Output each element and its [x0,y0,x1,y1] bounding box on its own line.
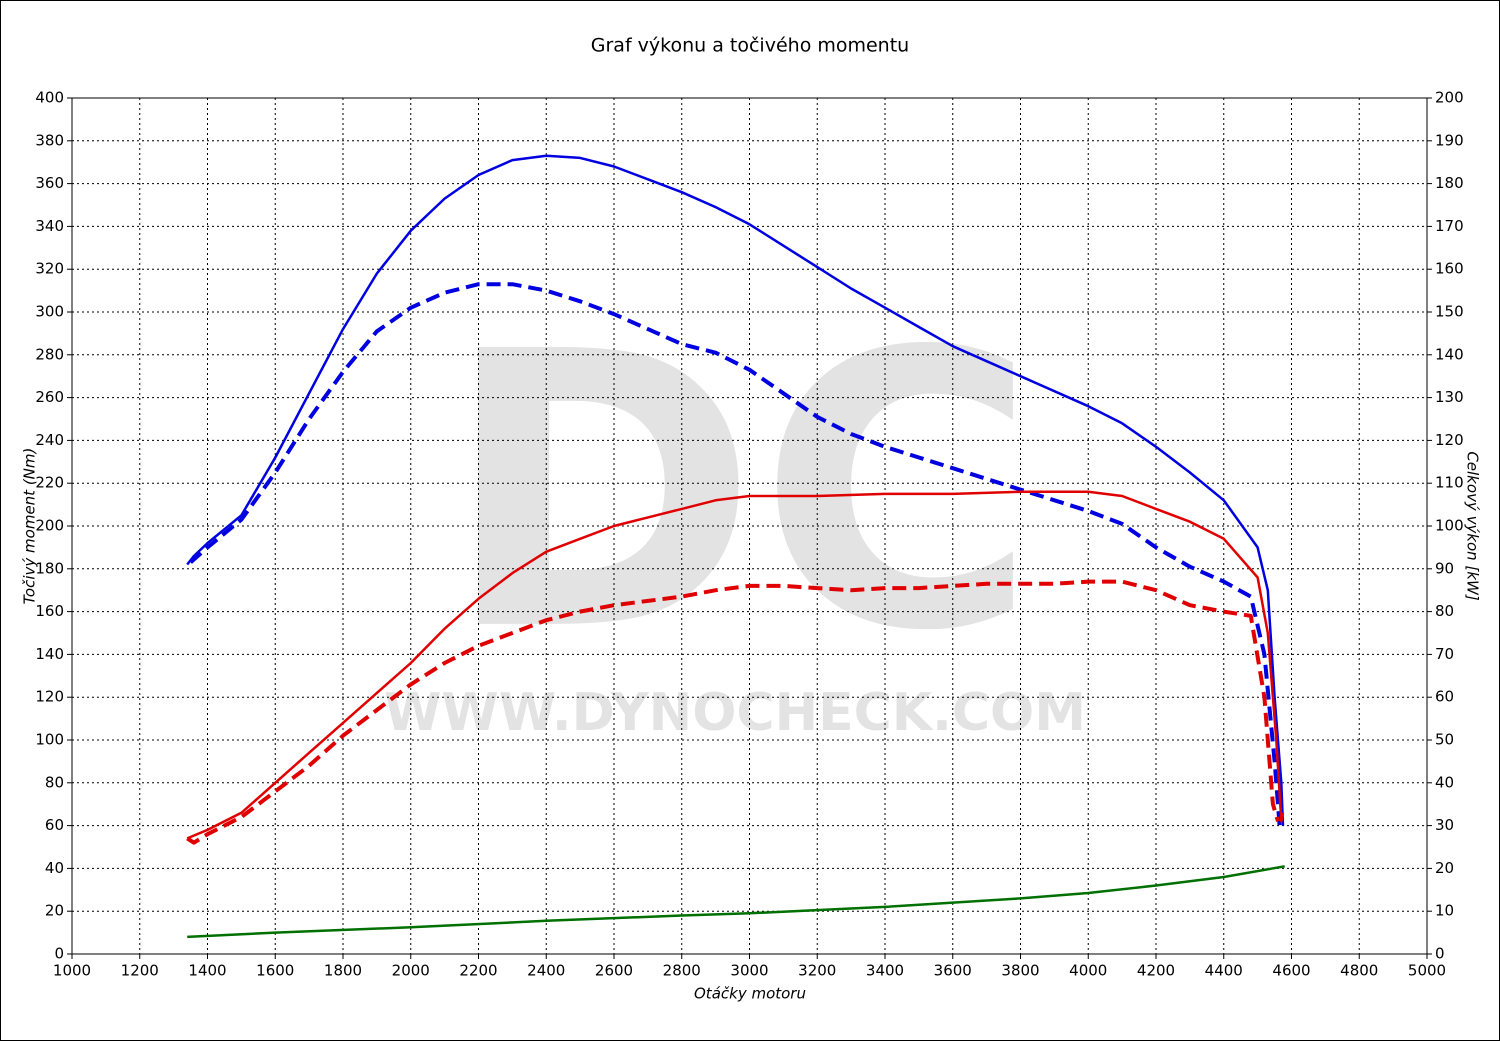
watermark-url: WWW.DYNOCHECK.COM [384,683,1086,743]
x-tick-label: 1600 [256,962,294,980]
y2-tick-label: 10 [1435,902,1454,920]
y-tick-label: 100 [35,731,64,749]
series-line [186,579,1280,845]
y-tick-label: 180 [35,559,64,577]
y-axis-label: Točivý moment (Nm) [21,448,39,605]
y-tick-label: 40 [45,859,64,877]
x-tick-label: 3600 [934,962,972,980]
y2-tick-label: 20 [1435,859,1454,877]
y2-tick-label: 60 [1435,688,1454,706]
x-tick-label: 4600 [1272,962,1310,980]
y-tick-label: 60 [45,816,64,834]
y-tick-label: 120 [35,688,64,706]
y2-tick-label: 170 [1435,217,1464,235]
y2-tick-label: 190 [1435,131,1464,149]
series-line [186,154,1285,826]
y2-tick-label: 0 [1435,945,1445,963]
x-tick-label: 4800 [1340,962,1378,980]
x-tick-label: 4000 [1069,962,1107,980]
y-tick-label: 80 [45,773,64,791]
x-tick-label: 2800 [663,962,701,980]
y2-tick-label: 130 [1435,388,1464,406]
y-tick-label: 0 [54,945,64,963]
y2-axis-label: Celkový výkon [kW] [1464,451,1482,601]
x-tick-label: 1000 [53,962,91,980]
y-tick-label: 220 [35,474,64,492]
y-tick-label: 300 [35,303,64,321]
x-tick-label: 4200 [1137,962,1175,980]
y2-tick-label: 150 [1435,303,1464,321]
y2-tick-label: 160 [1435,260,1464,278]
x-tick-label: 3400 [866,962,904,980]
x-tick-label: 1800 [324,962,362,980]
plot-frame [71,97,1428,955]
x-tick-label: 1400 [188,962,226,980]
y-tick-label: 340 [35,217,64,235]
y2-tick-label: 50 [1435,731,1454,749]
series-line [189,282,1282,826]
x-tick-label: 2600 [595,962,633,980]
y-tick-label: 360 [35,174,64,192]
y2-tick-label: 30 [1435,816,1454,834]
y-tick-label: 140 [35,645,64,663]
x-tick-label: 4400 [1205,962,1243,980]
series-line [186,490,1285,840]
y2-tick-label: 70 [1435,645,1454,663]
x-tick-label: 2000 [392,962,430,980]
y2-tick-label: 180 [1435,174,1464,192]
y-tick-label: 20 [45,902,64,920]
y2-tick-label: 200 [1435,89,1464,107]
y2-tick-label: 100 [1435,517,1464,535]
y2-tick-label: 90 [1435,559,1454,577]
x-tick-label: 5000 [1408,962,1446,980]
y-tick-label: 160 [35,602,64,620]
y2-tick-label: 40 [1435,773,1454,791]
x-axis-label: Otáčky motoru [694,985,806,1003]
x-tick-label: 3200 [798,962,836,980]
series-line [187,865,1285,939]
x-tick-label: 2400 [527,962,565,980]
y-tick-label: 320 [35,260,64,278]
x-tick-label: 2200 [459,962,497,980]
y2-tick-label: 140 [1435,345,1464,363]
x-tick-label: 3000 [730,962,768,980]
y-tick-label: 380 [35,131,64,149]
y2-tick-label: 80 [1435,602,1454,620]
y-tick-label: 400 [35,89,64,107]
y-tick-label: 240 [35,431,64,449]
y2-tick-label: 120 [1435,431,1464,449]
chart-title: Graf výkonu a točivého momentu [591,35,909,57]
x-tick-label: 3800 [1001,962,1039,980]
y2-tick-label: 110 [1435,474,1464,492]
y-tick-label: 280 [35,345,64,363]
y-tick-label: 200 [35,517,64,535]
watermark: DC [443,271,1037,714]
y-tick-label: 260 [35,388,64,406]
x-tick-label: 1200 [121,962,159,980]
